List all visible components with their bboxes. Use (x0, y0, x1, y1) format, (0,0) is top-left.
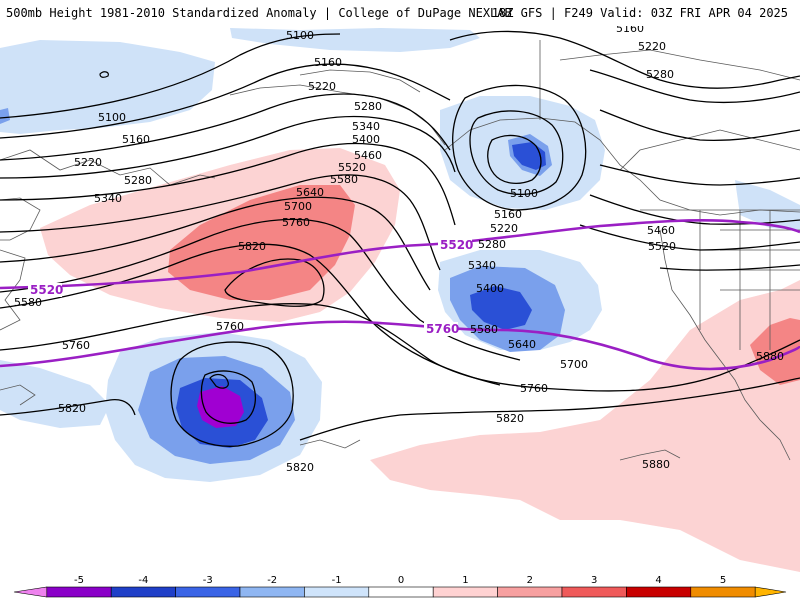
colorbar-swatch-8 (497, 586, 563, 598)
contour-label-5880-a: 5880 (756, 350, 784, 363)
contour-label-5520-a: 5520 (338, 161, 366, 174)
colorbar-swatch-10 (626, 586, 692, 598)
contour-label-5340-b: 5340 (94, 192, 122, 205)
contour-label-5520-b: 5520 (648, 240, 676, 253)
contour-label-5820-a: 5820 (238, 240, 266, 253)
colorbar-tick-label: -4 (138, 575, 148, 586)
map-title: 500mb Height 1981-2010 Standardized Anom… (6, 6, 512, 20)
contour-label-5280-a: 5280 (354, 100, 382, 113)
colorbar-tick-label: 5 (720, 575, 726, 586)
contour-label-5340-a: 5340 (352, 120, 380, 133)
contour-label-5280-b: 5280 (124, 174, 152, 187)
contour-label-5760-b: 5760 (216, 320, 244, 333)
colorbar-swatch-6 (368, 586, 434, 598)
weather-map: 5100 5100 5100 5160 5160 5160 5160 5220 … (0, 26, 800, 572)
contour-label-5700-b: 5700 (560, 358, 588, 371)
contour-label-5160-b: 5160 (122, 133, 150, 146)
colorbar-swatch-7 (432, 586, 498, 598)
colorbar-tick-label: -3 (203, 575, 213, 586)
contour-label-5880-b: 5880 (642, 458, 670, 471)
label-bg-5760 (424, 322, 458, 336)
colorbar-swatch-5 (304, 586, 370, 598)
colorbar-swatch-4 (239, 586, 305, 598)
contour-label-5280-d: 5280 (646, 68, 674, 81)
contour-label-5100-a: 5100 (286, 29, 314, 42)
contour-label-5400-b: 5400 (476, 282, 504, 295)
label-bg-5520-b (28, 283, 62, 297)
highlight-label-5760: 5760 (426, 322, 459, 336)
colorbar-swatch-1 (46, 586, 112, 598)
contour-label-5340-c: 5340 (468, 259, 496, 272)
purple-anomaly-core (197, 386, 244, 428)
height-contours (0, 30, 800, 447)
contour-label-5400-a: 5400 (352, 133, 380, 146)
contour-label-5640-b: 5640 (508, 338, 536, 351)
colorbar-tick-label: 1 (462, 575, 468, 586)
contour-5760-line (0, 320, 800, 371)
contour-label-5220-d: 5220 (638, 40, 666, 53)
colorbar-tick-label: -5 (74, 575, 84, 586)
colorbar-swatch-9 (561, 586, 627, 598)
contour-label-5160-d: 5160 (616, 26, 644, 35)
anomaly-colorbar: -5 -4 -3 -2 -1 0 1 2 3 4 5 (0, 572, 800, 600)
contour-label-5220-a: 5220 (308, 80, 336, 93)
contour-label-5580-c: 5580 (470, 323, 498, 336)
contour-label-5580-a: 5580 (330, 173, 358, 186)
colorbar-swatch-12 (754, 586, 787, 598)
colorbar-swatch-2 (110, 586, 176, 598)
colorbar-tick-label: 3 (591, 575, 597, 586)
contour-label-5580-b: 5580 (14, 296, 42, 309)
colorbar-tick-label: -2 (267, 575, 277, 586)
colorbar-swatch-3 (175, 586, 241, 598)
contour-label-5460-b: 5460 (647, 224, 675, 237)
contour-label-5760-a: 5760 (282, 216, 310, 229)
contour-label-5820-d: 5820 (286, 461, 314, 474)
contour-label-5820-b: 5820 (58, 402, 86, 415)
colorbar-tick-label: 2 (527, 575, 533, 586)
contour-label-5220-b: 5220 (74, 156, 102, 169)
contour-label-5100-b: 5100 (98, 111, 126, 124)
contour-label-5460-a: 5460 (354, 149, 382, 162)
small-closed-contour (99, 71, 109, 78)
contour-label-5760-d: 5760 (520, 382, 548, 395)
contour-label-5760-c: 5760 (62, 339, 90, 352)
contour-label-5100-c: 5100 (510, 187, 538, 200)
contour-label-5820-c: 5820 (496, 412, 524, 425)
map-header: 500mb Height 1981-2010 Standardized Anom… (0, 0, 800, 26)
colorbar-tick-label: -1 (332, 575, 342, 586)
low-center-marker (209, 373, 229, 389)
highlight-contour-labels: 5520 5520 5760 (28, 238, 473, 336)
colorbar-tick-label: 0 (398, 575, 404, 586)
label-bg-5520-a (438, 238, 472, 252)
contour-label-5220-c: 5220 (490, 222, 518, 235)
highlight-label-5520-a: 5520 (440, 238, 473, 252)
contour-label-5280-c: 5280 (478, 238, 506, 251)
contour-label-5160-a: 5160 (314, 56, 342, 69)
contour-label-5160-c: 5160 (494, 208, 522, 221)
contour-label-5700-a: 5700 (284, 200, 312, 213)
colorbar-swatch-11 (690, 586, 756, 598)
highlight-label-5520-b: 5520 (30, 283, 63, 297)
contour-label-5640-a: 5640 (296, 186, 324, 199)
contour-labels: 5100 5100 5100 5160 5160 5160 5160 5220 … (14, 26, 784, 474)
model-run-info: 18Z GFS | F249 Valid: 03Z FRI APR 04 202… (491, 6, 788, 20)
colorbar-tick-label: 4 (655, 575, 661, 586)
